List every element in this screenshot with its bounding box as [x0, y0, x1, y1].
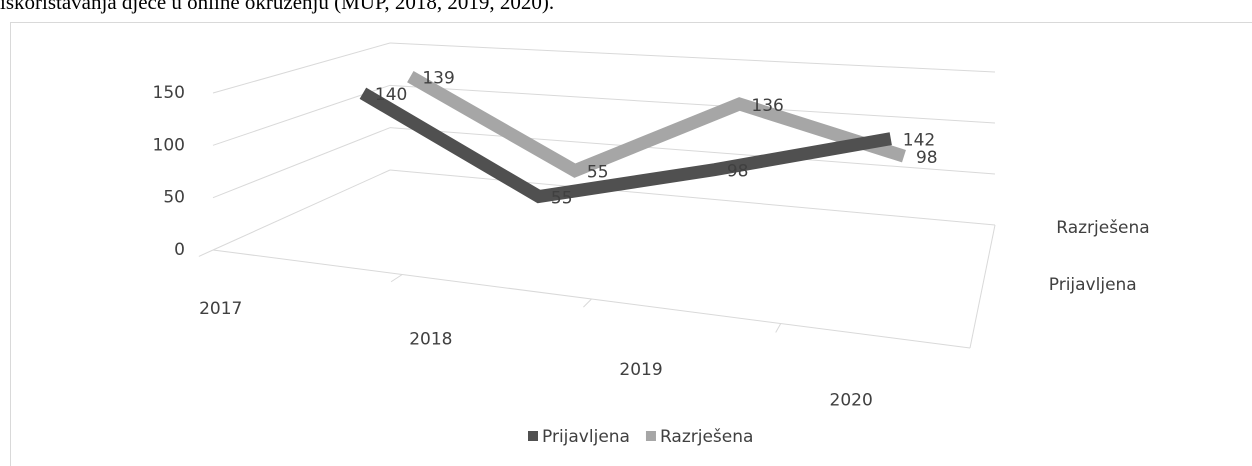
grid-line: [212, 42, 391, 94]
grid-line: [389, 127, 996, 175]
data-label: 98: [727, 162, 749, 182]
x-tick-label: 2019: [619, 360, 662, 380]
data-label: 98: [916, 148, 938, 168]
data-label: 55: [587, 163, 609, 183]
caption: iskorištavanja djece u online okruženju …: [0, 0, 554, 14]
x-tick: [390, 274, 403, 283]
y-tick-label: 0: [174, 240, 185, 260]
x-tick-label: 2018: [409, 330, 452, 350]
y-tick-label: 50: [163, 188, 185, 208]
legend-swatch: [528, 431, 538, 441]
legend-label: Razrješena: [660, 427, 753, 447]
y-tick-label: 100: [153, 135, 185, 155]
series-ribbon: [407, 71, 906, 178]
legend-swatch: [645, 431, 656, 441]
legend-label: Prijavljena: [542, 427, 630, 447]
grid-line: [389, 42, 996, 73]
x-tick: [775, 323, 782, 333]
series-axis-label: Prijavljena: [1049, 275, 1137, 295]
chart-frame: [10, 22, 1252, 466]
x-tick-label: 2020: [830, 390, 873, 410]
grid-line: [212, 127, 391, 199]
data-label: 140: [375, 85, 407, 105]
grid-line: [212, 84, 391, 146]
floor-edge: [969, 224, 996, 349]
series-axis-label: Razrješena: [1056, 218, 1149, 238]
grid-line: [212, 169, 391, 251]
data-label: 139: [422, 69, 454, 89]
data-label: 142: [903, 131, 935, 151]
grid-line: [389, 84, 996, 124]
y-tick-label: 150: [153, 83, 185, 103]
x-tick-label: 2017: [199, 299, 242, 319]
data-label: 136: [751, 96, 783, 116]
x-tick: [198, 249, 214, 257]
x-tick: [583, 298, 592, 308]
grid-line: [389, 169, 996, 226]
data-label: 55: [551, 189, 573, 209]
series-ribbon: [359, 87, 892, 204]
